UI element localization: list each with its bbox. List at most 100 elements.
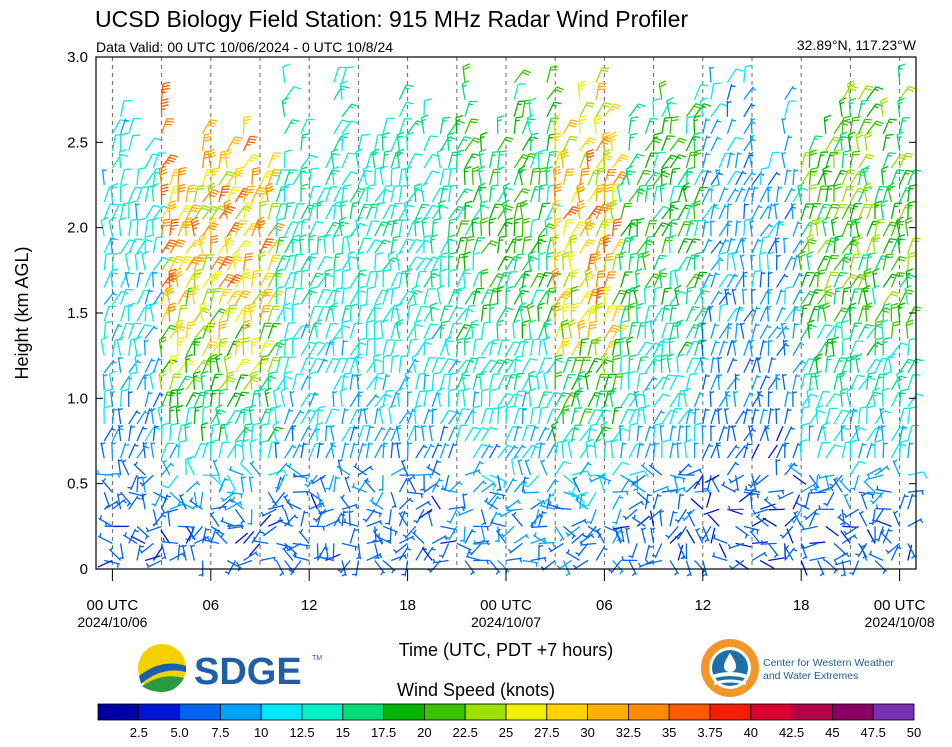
wind-barb-staff [275, 476, 282, 493]
wind-barb-half-feather [233, 258, 238, 262]
wind-barb-feather [185, 361, 193, 366]
wind-barb [300, 341, 317, 357]
wind-barb-feather [199, 236, 207, 242]
wind-barb-staff [440, 525, 457, 531]
wind-barb [291, 234, 300, 254]
wind-barb [243, 530, 255, 544]
wind-barb [505, 255, 522, 271]
wind-barb [462, 387, 471, 407]
wind-barb-feather [235, 169, 244, 173]
wind-barb-feather [273, 227, 282, 232]
wind-barb [462, 63, 471, 83]
wind-barb-staff [230, 498, 245, 510]
wind-barb [292, 490, 309, 496]
wind-barb [161, 239, 178, 254]
wind-barb-staff [390, 356, 393, 373]
wind-barb [423, 373, 430, 390]
wind-barb-feather [109, 370, 117, 375]
wind-barb-staff [316, 442, 321, 459]
wind-barb-staff [103, 500, 119, 510]
wind-barb-feather [235, 290, 243, 294]
wind-barb [502, 182, 511, 203]
wind-barb [464, 560, 475, 576]
wind-barb-half-feather [401, 459, 406, 463]
wind-barb-feather [210, 119, 218, 122]
wind-barb-feather [401, 218, 410, 222]
wind-barb [390, 466, 407, 476]
wind-barb [259, 423, 269, 442]
wind-barb-feather [265, 275, 274, 278]
wind-barb-staff [341, 339, 345, 356]
wind-barb-staff [277, 474, 286, 491]
wind-barb-staff [201, 527, 207, 544]
wind-barb [200, 421, 209, 442]
wind-barb-feather [273, 274, 282, 278]
wind-barb [103, 427, 116, 442]
wind-barb-staff [333, 476, 337, 493]
wind-barb [374, 372, 385, 390]
wind-barb-staff [209, 512, 220, 527]
wind-barb [378, 475, 384, 492]
wind-barb [480, 526, 486, 543]
wind-barb [227, 491, 244, 499]
wind-barb [275, 462, 290, 476]
wind-barb-staff [363, 408, 368, 425]
wind-barb-half-feather [427, 501, 432, 506]
wind-barb [282, 63, 290, 83]
wind-barb-staff [111, 442, 114, 459]
wind-barb-half-feather [512, 511, 517, 516]
wind-barb-feather [439, 255, 447, 258]
wind-barb [316, 358, 328, 374]
wind-barb-half-feather [433, 221, 438, 224]
wind-barb-staff [330, 442, 335, 459]
wind-barb [218, 273, 236, 288]
wind-barb [548, 542, 564, 553]
wind-barb-staff [427, 510, 433, 527]
wind-barb-feather [505, 136, 514, 140]
wind-barb-half-feather [195, 409, 200, 412]
wind-barb-half-feather [318, 238, 323, 241]
wind-barb [101, 477, 113, 493]
wind-barb [185, 184, 196, 203]
wind-barb-feather [481, 388, 489, 392]
wind-barb-feather [224, 356, 232, 361]
wind-barb [513, 533, 530, 544]
wind-barb [292, 443, 304, 459]
wind-barb-staff [160, 442, 168, 459]
wind-barb-feather [212, 167, 221, 170]
wind-barb-feather [487, 289, 496, 292]
wind-barb-half-feather [231, 281, 236, 284]
wind-barb-staff [274, 407, 278, 424]
wind-barb-staff [562, 427, 574, 442]
wind-barb-staff [324, 323, 332, 339]
wind-barb-staff [489, 474, 505, 482]
wind-barb-feather [489, 303, 498, 307]
wind-barb [388, 404, 396, 425]
wind-barb-staff [308, 186, 314, 203]
wind-barb-staff [308, 391, 316, 408]
wind-barb [423, 153, 440, 169]
wind-barb-half-feather [343, 511, 348, 514]
wind-barb [118, 217, 127, 237]
wind-barb-staff [447, 442, 455, 459]
wind-barb [464, 118, 479, 135]
wind-barb-staff [227, 560, 236, 575]
wind-barb-feather [200, 370, 209, 375]
wind-barb-half-feather [391, 504, 396, 509]
wind-barb [396, 131, 405, 151]
wind-barb-half-feather [135, 203, 140, 206]
wind-barb [365, 270, 378, 288]
wind-barb-half-feather [174, 260, 179, 264]
wind-barb [349, 322, 363, 339]
wind-barb-staff [440, 540, 457, 545]
wind-barb [160, 218, 171, 237]
wind-barb-half-feather [537, 306, 543, 310]
wind-barb-feather [308, 204, 316, 208]
wind-barb [546, 117, 559, 134]
wind-barb [570, 302, 579, 322]
wind-barb-staff [236, 559, 253, 567]
wind-barb-staff [341, 186, 345, 203]
wind-barb-feather [409, 303, 417, 307]
wind-barb-feather [546, 225, 554, 230]
wind-barb-half-feather [127, 486, 132, 489]
